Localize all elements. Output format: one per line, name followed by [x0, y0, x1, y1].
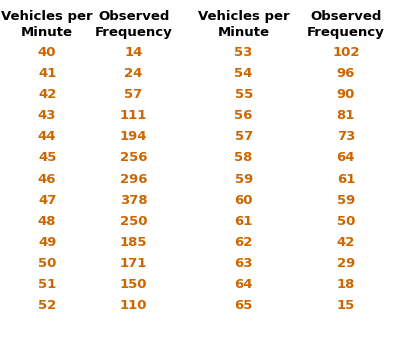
- Text: 150: 150: [120, 278, 147, 291]
- Text: 171: 171: [120, 257, 147, 270]
- Text: 73: 73: [337, 130, 355, 143]
- Text: 51: 51: [38, 278, 56, 291]
- Text: Vehicles per: Vehicles per: [198, 10, 290, 23]
- Text: 45: 45: [38, 151, 56, 165]
- Text: 61: 61: [235, 215, 253, 228]
- Text: 52: 52: [38, 299, 56, 312]
- Text: 378: 378: [120, 193, 147, 207]
- Text: 29: 29: [337, 257, 355, 270]
- Text: 61: 61: [337, 173, 355, 186]
- Text: 40: 40: [38, 46, 57, 59]
- Text: 42: 42: [337, 236, 355, 249]
- Text: 185: 185: [120, 236, 147, 249]
- Text: 18: 18: [337, 278, 355, 291]
- Text: 48: 48: [38, 215, 57, 228]
- Text: Vehicles per: Vehicles per: [1, 10, 93, 23]
- Text: 63: 63: [234, 257, 253, 270]
- Text: 24: 24: [125, 67, 143, 80]
- Text: 62: 62: [235, 236, 253, 249]
- Text: 64: 64: [336, 151, 355, 165]
- Text: 53: 53: [235, 46, 253, 59]
- Text: 81: 81: [337, 109, 355, 122]
- Text: 50: 50: [337, 215, 355, 228]
- Text: Minute: Minute: [218, 26, 270, 39]
- Text: 60: 60: [234, 193, 253, 207]
- Text: 15: 15: [337, 299, 355, 312]
- Text: 194: 194: [120, 130, 147, 143]
- Text: 111: 111: [120, 109, 147, 122]
- Text: 43: 43: [38, 109, 57, 122]
- Text: 102: 102: [332, 46, 360, 59]
- Text: 49: 49: [38, 236, 56, 249]
- Text: 65: 65: [235, 299, 253, 312]
- Text: 57: 57: [235, 130, 253, 143]
- Text: Minute: Minute: [21, 26, 73, 39]
- Text: 64: 64: [234, 278, 253, 291]
- Text: 256: 256: [120, 151, 147, 165]
- Text: 41: 41: [38, 67, 56, 80]
- Text: 54: 54: [235, 67, 253, 80]
- Text: 50: 50: [38, 257, 56, 270]
- Text: 46: 46: [38, 173, 57, 186]
- Text: 96: 96: [337, 67, 355, 80]
- Text: Observed: Observed: [98, 10, 169, 23]
- Text: Frequency: Frequency: [307, 26, 385, 39]
- Text: 55: 55: [235, 88, 253, 101]
- Text: 42: 42: [38, 88, 56, 101]
- Text: 58: 58: [235, 151, 253, 165]
- Text: 110: 110: [120, 299, 147, 312]
- Text: Frequency: Frequency: [95, 26, 173, 39]
- Text: 57: 57: [125, 88, 143, 101]
- Text: 56: 56: [235, 109, 253, 122]
- Text: 90: 90: [337, 88, 355, 101]
- Text: 59: 59: [235, 173, 253, 186]
- Text: 59: 59: [337, 193, 355, 207]
- Text: 47: 47: [38, 193, 56, 207]
- Text: 250: 250: [120, 215, 147, 228]
- Text: Observed: Observed: [310, 10, 382, 23]
- Text: 296: 296: [120, 173, 147, 186]
- Text: 14: 14: [125, 46, 143, 59]
- Text: 44: 44: [38, 130, 57, 143]
